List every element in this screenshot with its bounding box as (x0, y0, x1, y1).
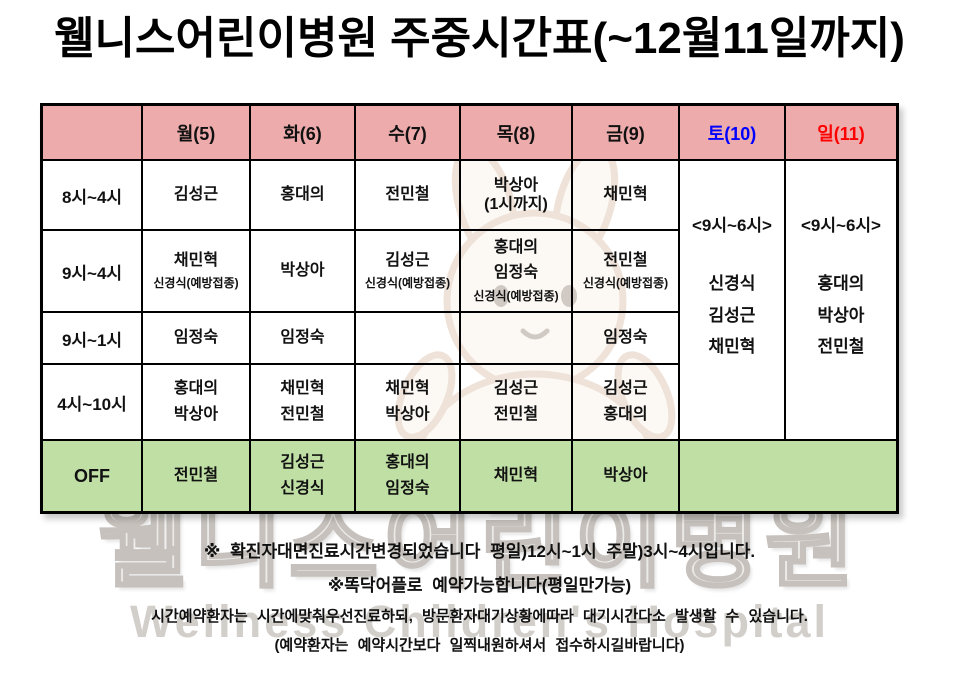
schedule-cell (356, 313, 461, 365)
doctor-name: 홍대의 (817, 273, 865, 293)
page-title: 웰니스어린이병원 주중시간표(~12월11일까지) (54, 14, 905, 63)
schedule-grid: 월(5) 화(6) 수(7) 목(8) 금(9) 토(10) 일(11) 8시~4시 김성근 홍대… (43, 106, 896, 511)
doctor-name: 홍대의 (603, 406, 648, 423)
weekend-hours: <9시~6시> (692, 216, 772, 236)
off-cell: 채민혁 (461, 441, 573, 511)
off-row-label: OFF (43, 441, 143, 511)
doctor-name: 임정숙 (493, 264, 539, 282)
doctor-name: 김성근 (280, 454, 325, 472)
doctor-name: 임정숙 (173, 329, 219, 347)
doctor-name: 임정숙 (280, 329, 325, 347)
doctor-name: 임정숙 (603, 329, 648, 347)
doctor-name: 홍대의 (493, 238, 539, 256)
doctor-name: 박상아 (493, 176, 539, 194)
doctor-name: (1시까지) (484, 195, 548, 213)
time-label: 9시~1시 (43, 313, 143, 365)
doctor-name: 박상아 (385, 406, 430, 423)
off-cell: 전민철 (143, 441, 251, 511)
doctor-name: 채민혁 (708, 337, 756, 357)
schedule-cell: 임정숙 (251, 313, 356, 365)
note-reservation-priority: 시간예약환자는 시간에맞춰우선진료하되, 방문환자대기상황에따라 대기시간다소 … (151, 608, 808, 625)
weekend-hours: <9시~6시> (801, 216, 881, 236)
watermark-english-text: Wellness Children's Hospital (129, 596, 829, 647)
doctor-name: 김성근 (173, 186, 219, 204)
doctor-name: 박상아 (280, 262, 325, 280)
doctor-name: 임정숙 (385, 480, 430, 497)
doctor-name: 김성근 (603, 380, 648, 398)
doctor-name: 홍대의 (280, 186, 325, 204)
doctor-name: 채민혁 (173, 251, 219, 269)
note-ddocdoc-app: ※똑닥어플로 예약가능합니다(평일만가능) (327, 576, 632, 595)
column-header-7: 일(11) (786, 106, 896, 161)
column-header-5: 금(9) (573, 106, 680, 161)
doctor-name: 김성근 (708, 305, 756, 325)
schedule-cell: 박상아 (251, 231, 356, 313)
schedule-table: 월(5) 화(6) 수(7) 목(8) 금(9) 토(10) 일(11) 8시~4시 김성근 홍대… (40, 103, 899, 514)
doctor-name: 채민혁 (385, 380, 430, 398)
schedule-cell: 임정숙 (143, 313, 251, 365)
column-header-4: 목(8) (461, 106, 573, 161)
off-weekend-empty-cell (680, 441, 896, 511)
doctor-name: 김성근 (385, 251, 430, 269)
doctor-name: 전민철 (280, 406, 325, 423)
note-consult-time: ※ 확진자대면진료시간변경되었습니다 평일)12시~1시 주말)3시~4시입니다… (203, 542, 756, 561)
column-header-0 (43, 106, 143, 161)
schedule-cell: 박상아 (1시까지) (461, 161, 573, 231)
doctor-name: 박상아 (817, 305, 865, 325)
column-header-6: 토(10) (680, 106, 786, 161)
column-header-3: 수(7) (356, 106, 461, 161)
note-early-arrival: (예약환자는 예약시간보다 일찍내원하셔서 접수하시길바랍니다) (274, 637, 685, 654)
schedule-cell (461, 313, 573, 365)
doctor-name: 홍대의 (173, 380, 219, 398)
doctor-name: 신경식 (280, 480, 325, 497)
doctor-name: 김성근 (493, 380, 539, 398)
schedule-cell: 홍대의 (251, 161, 356, 231)
doctor-name: 전민철 (385, 186, 430, 204)
doctor-name: 전민철 (493, 406, 539, 423)
doctor-name: 채민혁 (493, 467, 539, 485)
doctor-name: 신경식(예방접종) (364, 276, 451, 291)
column-header-1: 월(5) (143, 106, 251, 161)
doctor-name: 홍대의 (385, 454, 430, 472)
doctor-name: 전민철 (817, 337, 865, 357)
time-label: 9시~4시 (43, 231, 143, 313)
doctor-name: 신경식(예방접종) (582, 276, 669, 291)
doctor-name: 신경식(예방접종) (153, 276, 239, 291)
doctor-name: 신경식 (708, 273, 756, 293)
doctor-name: 신경식(예방접종) (473, 289, 559, 303)
doctor-name: 전민철 (603, 251, 648, 269)
doctor-name: 전민철 (173, 467, 219, 485)
doctor-name: 박상아 (603, 467, 648, 485)
column-header-2: 화(6) (251, 106, 356, 161)
doctor-name: 채민혁 (280, 380, 325, 398)
time-label: 4시~10시 (43, 365, 143, 441)
doctor-name: 박상아 (173, 406, 219, 423)
schedule-cell: 김성근 (143, 161, 251, 231)
schedule-cell: 전민철 (356, 161, 461, 231)
time-label: 8시~4시 (43, 161, 143, 231)
off-cell: 박상아 (573, 441, 680, 511)
doctor-name: 채민혁 (603, 186, 648, 204)
schedule-cell: 채민혁 (573, 161, 680, 231)
schedule-cell: 임정숙 (573, 313, 680, 365)
